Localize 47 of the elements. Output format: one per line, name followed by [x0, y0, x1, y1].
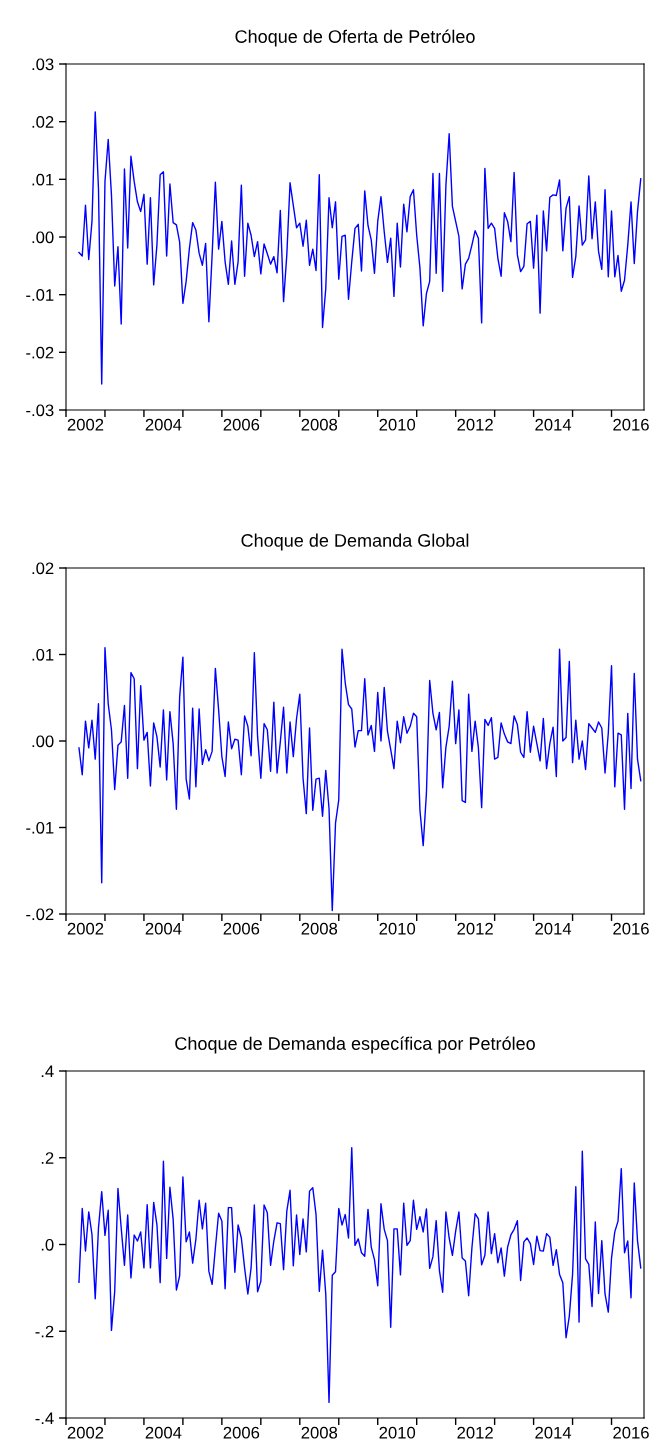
- x-tick-label: 2002: [67, 418, 104, 431]
- y-tick-label: .00: [32, 735, 54, 748]
- x-tick-label: 2002: [67, 1426, 104, 1439]
- chart-title: Choque de Demanda Global: [241, 533, 469, 551]
- y-tick-label: -.03: [26, 404, 54, 417]
- chart-title: Choque de Demanda específica por Petróleo: [175, 1036, 535, 1054]
- x-tick-label: 2004: [145, 922, 182, 935]
- x-tick-label: 2006: [223, 922, 260, 935]
- y-tick-label: .02: [32, 116, 54, 128]
- x-tick-label: 2016: [613, 922, 649, 935]
- y-tick-label: .2: [41, 1152, 54, 1164]
- y-tick-label: -.2: [35, 1325, 54, 1338]
- chart-title: Choque de Oferta de Petróleo: [235, 29, 475, 47]
- y-tick-label: .4: [41, 1065, 54, 1078]
- x-tick-label: 2014: [535, 922, 572, 935]
- x-tick-label: 2014: [535, 1426, 572, 1439]
- y-tick-label: .02: [32, 562, 54, 575]
- x-tick-label: 2012: [457, 922, 493, 935]
- x-tick-label: 2016: [613, 1426, 649, 1439]
- line-series: [78, 111, 642, 385]
- y-tick-label: .01: [32, 173, 54, 186]
- x-tick-label: 2010: [379, 1426, 416, 1439]
- x-tick-label: 2014: [535, 418, 572, 431]
- line-series: [78, 646, 642, 912]
- y-tick-label: -.4: [35, 1412, 54, 1425]
- y-tick-label: -.02: [26, 346, 54, 359]
- x-tick-label: 2004: [145, 418, 182, 431]
- x-tick-label: 2016: [613, 418, 649, 431]
- y-tick-label: -.02: [26, 908, 54, 921]
- line-series: [78, 1147, 642, 1404]
- x-tick-label: 2006: [223, 418, 260, 431]
- x-tick-label: 2004: [145, 1426, 182, 1439]
- x-tick-label: 2010: [379, 922, 416, 935]
- y-tick-label: .00: [32, 231, 54, 244]
- y-tick-label: .03: [32, 58, 54, 71]
- x-tick-label: 2008: [301, 922, 338, 935]
- y-tick-label: -.01: [26, 821, 54, 834]
- x-tick-label: 2012: [457, 1426, 493, 1439]
- y-tick-label: .01: [32, 648, 54, 661]
- x-tick-label: 2008: [301, 418, 338, 431]
- x-tick-label: 2008: [301, 1426, 338, 1439]
- x-tick-label: 2010: [379, 418, 416, 431]
- y-tick-label: .0: [41, 1238, 54, 1251]
- x-tick-label: 2002: [67, 922, 104, 935]
- x-tick-label: 2006: [223, 1426, 260, 1439]
- x-tick-label: 2012: [457, 418, 493, 431]
- y-tick-label: -.01: [26, 289, 54, 301]
